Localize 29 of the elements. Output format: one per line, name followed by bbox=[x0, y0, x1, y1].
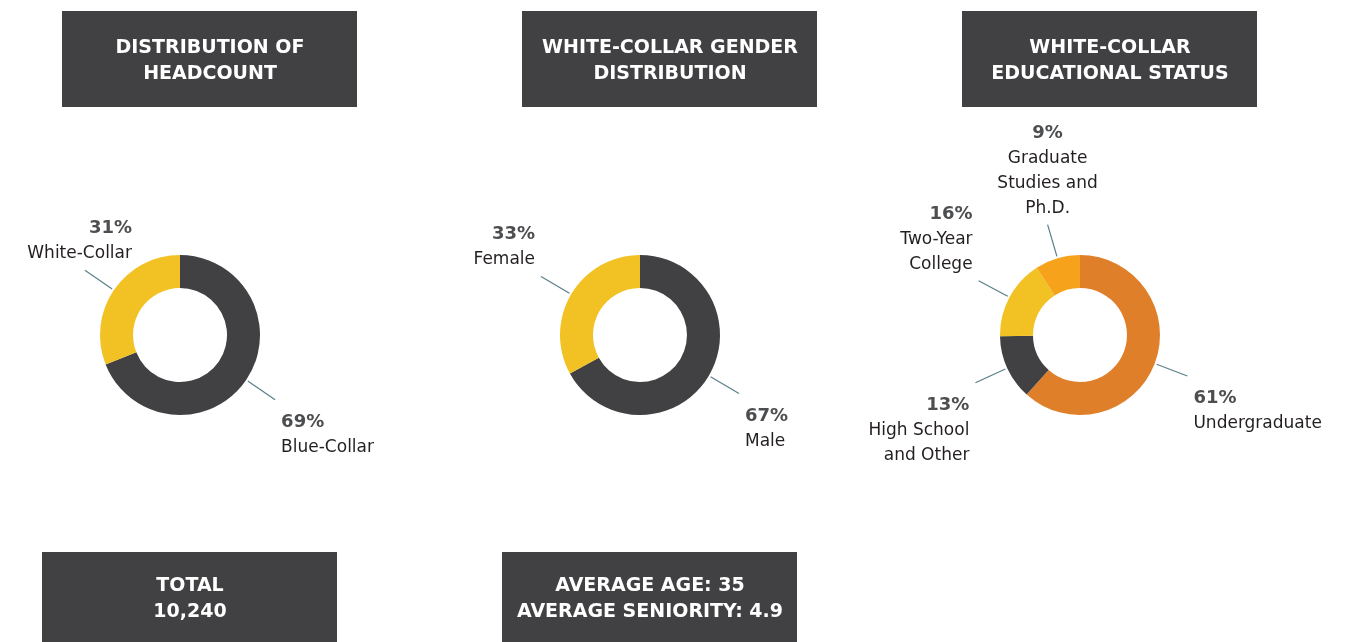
chart-title: DISTRIBUTION OF HEADCOUNT bbox=[115, 35, 305, 83]
slice-label: Two-Year College bbox=[899, 227, 973, 273]
data-label: 33% bbox=[491, 222, 536, 244]
donut-slice bbox=[569, 255, 720, 415]
slice-label: White-Collar bbox=[27, 242, 132, 263]
data-label: 31% bbox=[88, 216, 132, 238]
donut-slice bbox=[1000, 335, 1049, 395]
slice-label: Male bbox=[744, 429, 786, 450]
text: AVERAGE AGE: 35 bbox=[555, 573, 745, 595]
text: 10,240 bbox=[153, 599, 227, 621]
data-label: 16% bbox=[929, 201, 973, 223]
slice-label: Female bbox=[473, 248, 536, 269]
data-label: 67% bbox=[744, 403, 789, 425]
data-label: 69% bbox=[281, 409, 325, 431]
donut-slice bbox=[1000, 267, 1055, 337]
slice-label: High School and Other bbox=[868, 418, 970, 464]
data-label: 13% bbox=[926, 392, 970, 414]
donut-slice bbox=[1026, 255, 1160, 415]
chart-title: WHITE-COLLAR GENDER DISTRIBUTION bbox=[542, 35, 799, 83]
slice-label: Undergraduate bbox=[1193, 412, 1322, 433]
chart-title: WHITE-COLLAR EDUCATIONAL STATUS bbox=[991, 35, 1229, 83]
text: TOTAL bbox=[156, 573, 224, 595]
slice-label: Blue-Collar bbox=[281, 435, 374, 456]
text: AVERAGE SENIORITY: 4.9 bbox=[516, 599, 784, 621]
data-label: 9% bbox=[1032, 120, 1063, 142]
donut-slice bbox=[560, 255, 640, 374]
data-label: 61% bbox=[1193, 386, 1237, 408]
slice-label: Graduate Studies and Ph.D. bbox=[997, 146, 1098, 217]
donut-slice bbox=[1036, 255, 1080, 296]
